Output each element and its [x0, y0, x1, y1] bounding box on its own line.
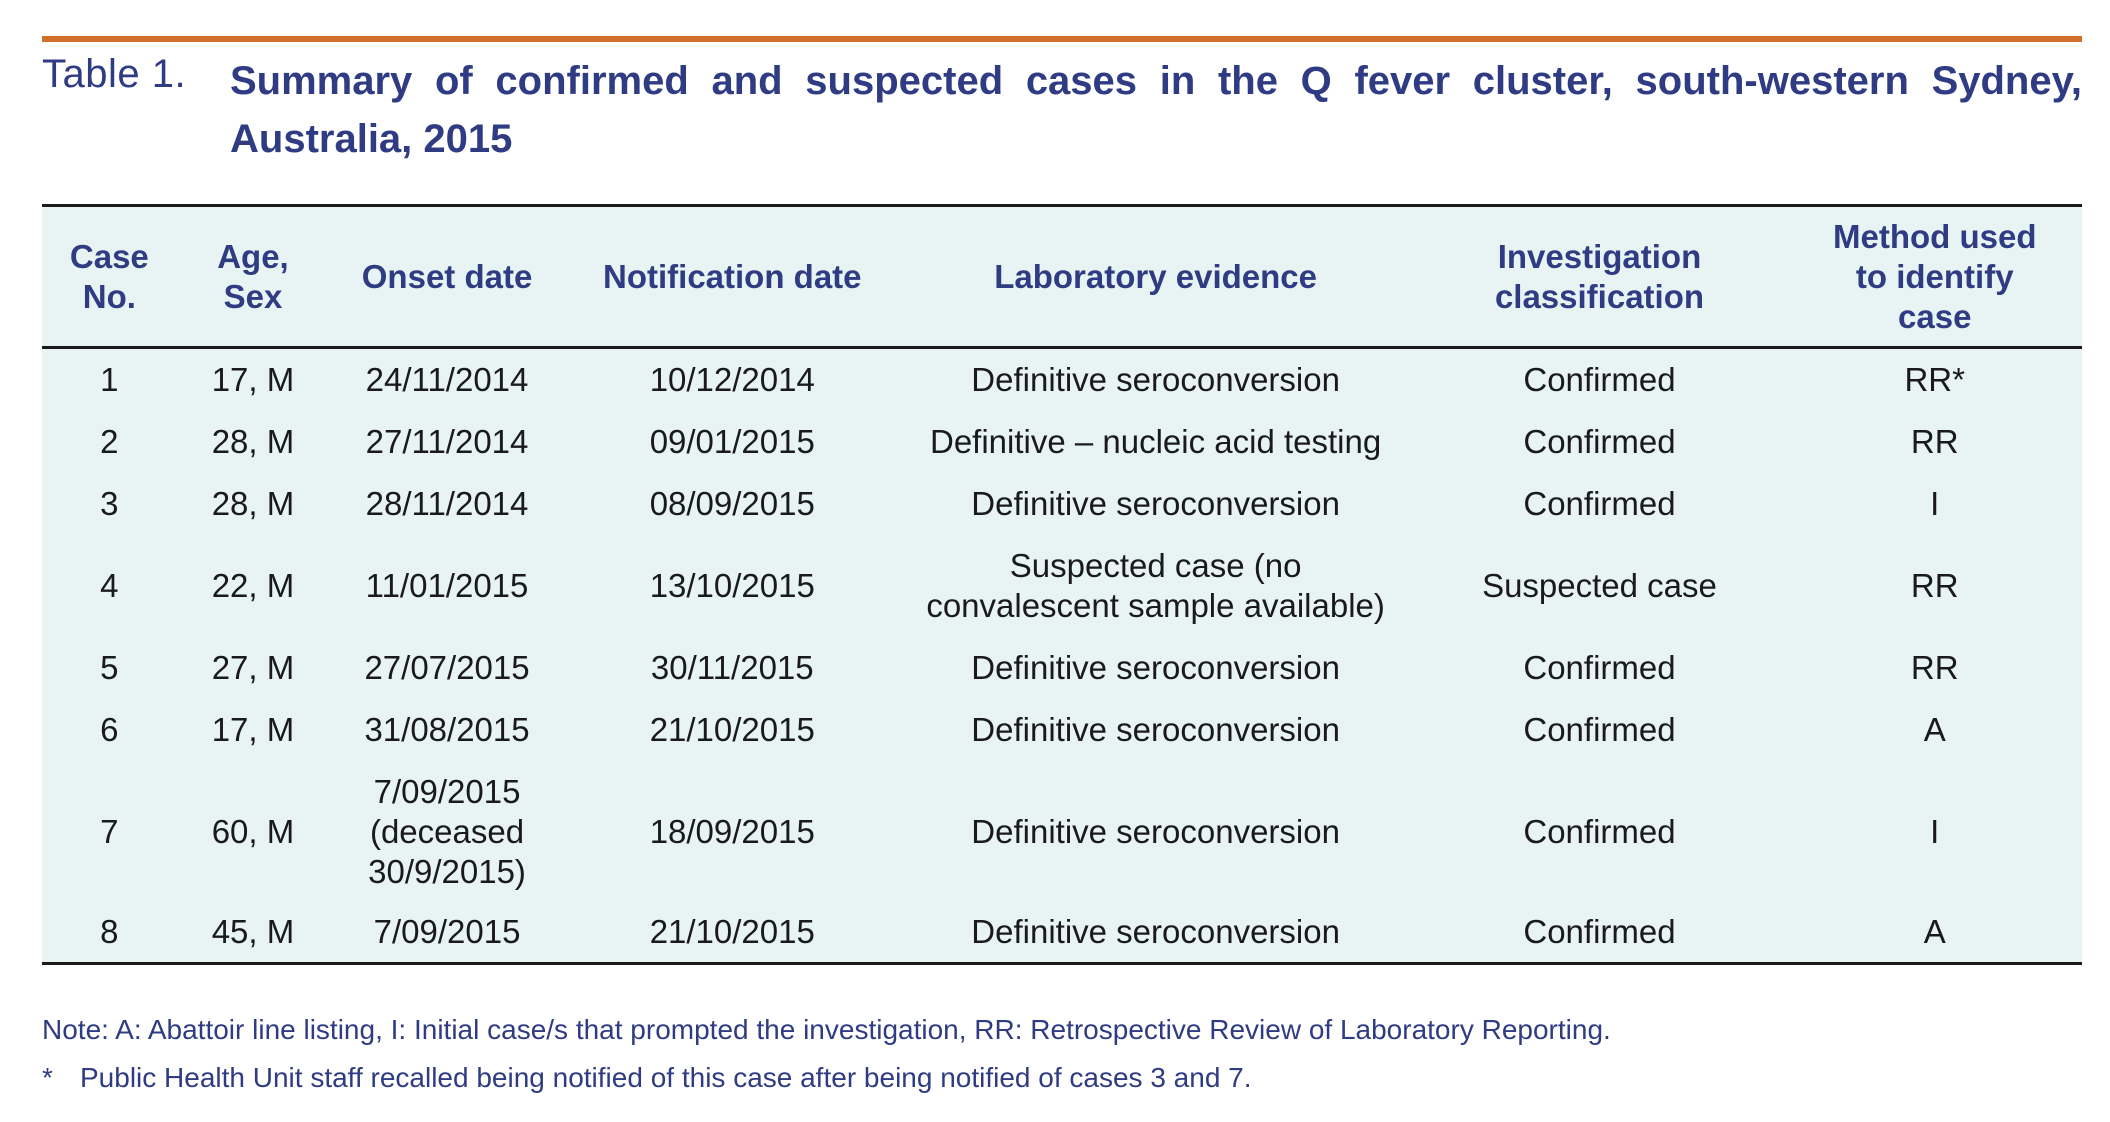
table-row: 3 28, M 28/11/2014 08/09/2015 Definitive… [42, 473, 2082, 535]
table-row: 4 22, M 11/01/2015 13/10/2015 Suspected … [42, 535, 2082, 637]
table-row: 5 27, M 27/07/2015 30/11/2015 Definitive… [42, 637, 2082, 699]
cell-laboratory-evidence: Suspected case (no convalescent sample a… [926, 547, 1385, 624]
table-row: 8 45, M 7/09/2015 21/10/2015 Definitive … [42, 902, 2082, 962]
cell-onset-date: 27/11/2014 [365, 423, 529, 460]
table-row: 6 17, M 31/08/2015 21/10/2015 Definitive… [42, 699, 2082, 761]
cell-classification: Confirmed [1523, 423, 1676, 460]
header-method-used: Method used to identify case [1787, 207, 2082, 349]
cell-case-no: 3 [100, 485, 119, 522]
cell-classification: Suspected case [1482, 567, 1717, 604]
cell-laboratory-evidence: Definitive seroconversion [971, 649, 1340, 686]
cell-laboratory-evidence: Definitive seroconversion [971, 361, 1340, 398]
header-investigation-classification: Investigation classification [1411, 207, 1788, 349]
cell-notification-date: 30/11/2015 [650, 649, 814, 686]
cell-onset-date: 31/08/2015 [364, 711, 530, 748]
cell-notification-date: 13/10/2015 [649, 567, 815, 604]
cell-age-sex: 60, M [211, 812, 295, 850]
cell-age-sex: 27, M [211, 649, 295, 686]
cell-onset-date: 28/11/2014 [365, 485, 529, 522]
cases-table-container: Case No. Age, Sex Onset date Notificatio… [42, 204, 2082, 965]
cell-method: RR* [1904, 361, 1965, 398]
cell-notification-date: 18/09/2015 [649, 812, 815, 850]
top-accent-rule [42, 36, 2082, 42]
cell-notification-date: 21/10/2015 [649, 913, 815, 950]
cell-age-sex: 17, M [211, 361, 295, 398]
cell-case-no: 5 [100, 649, 119, 686]
cell-notification-date: 08/09/2015 [649, 485, 815, 522]
cell-classification: Confirmed [1523, 649, 1676, 686]
table-row: 1 17, M 24/11/2014 10/12/2014 Definitive… [42, 348, 2082, 412]
cell-method: I [1930, 812, 1940, 850]
footnote-text: Public Health Unit staff recalled being … [80, 1062, 1252, 1093]
cell-classification: Confirmed [1523, 711, 1676, 748]
cell-laboratory-evidence: Definitive seroconversion [971, 711, 1340, 748]
cell-method: A [1923, 711, 1946, 748]
cell-method: RR [1910, 567, 1959, 604]
cell-method: A [1923, 913, 1946, 950]
cell-laboratory-evidence: Definitive seroconversion [971, 485, 1340, 522]
cell-laboratory-evidence: Definitive seroconversion [971, 913, 1340, 950]
cell-case-no: 8 [100, 913, 119, 950]
cell-case-no: 6 [100, 711, 119, 748]
cell-laboratory-evidence: Definitive seroconversion [971, 812, 1340, 850]
cases-table: Case No. Age, Sex Onset date Notificatio… [42, 207, 2082, 962]
cell-age-sex: 22, M [211, 567, 295, 604]
cell-classification: Confirmed [1523, 485, 1676, 522]
header-case-no: Case No. [42, 207, 177, 349]
footnote-marker: * [42, 1062, 53, 1093]
cell-case-no: 2 [100, 423, 119, 460]
table-title: Summary of confirmed and suspected cases… [230, 59, 2082, 161]
cell-laboratory-evidence: Definitive – nucleic acid testing [929, 423, 1382, 460]
cell-age-sex: 45, M [211, 913, 295, 950]
header-notification-date: Notification date [564, 207, 900, 349]
cell-age-sex: 28, M [211, 485, 295, 522]
cell-case-no: 4 [100, 567, 119, 604]
header-age-sex: Age, Sex [176, 207, 330, 349]
abbreviation-note: Note: A: Abattoir line listing, I: Initi… [42, 1014, 1611, 1045]
cell-method: RR [1910, 649, 1959, 686]
cell-classification: Confirmed [1523, 913, 1676, 950]
cell-notification-date: 21/10/2015 [649, 711, 815, 748]
footnote: * Public Health Unit staff recalled being… [42, 1062, 1252, 1094]
table-header-row: Case No. Age, Sex Onset date Notificatio… [42, 207, 2082, 349]
table-label: Table 1. [42, 52, 187, 96]
cell-age-sex: 28, M [211, 423, 295, 460]
cell-case-no: 1 [100, 361, 119, 398]
cell-classification: Confirmed [1523, 812, 1676, 850]
cell-onset-date: 7/09/2015 [373, 913, 521, 950]
cell-classification: Confirmed [1523, 361, 1676, 398]
cell-onset-date: 11/01/2015 [365, 567, 529, 604]
cell-method: I [1930, 485, 1940, 522]
cell-notification-date: 10/12/2014 [649, 361, 815, 398]
header-onset-date: Onset date [329, 207, 565, 349]
table-row: 2 28, M 27/11/2014 09/01/2015 Definitive… [42, 411, 2082, 473]
cell-notification-date: 09/01/2015 [649, 423, 815, 460]
cell-method: RR [1910, 423, 1959, 460]
cell-onset-date: 24/11/2014 [365, 361, 529, 398]
table-row: 7 60, M 7/09/2015 (deceased 30/9/2015) 1… [42, 761, 2082, 902]
cell-onset-date: 7/09/2015 (deceased 30/9/2015) [368, 772, 526, 890]
cell-onset-date: 27/07/2015 [364, 649, 530, 686]
cell-age-sex: 17, M [211, 711, 295, 748]
cell-case-no: 7 [100, 812, 119, 850]
header-laboratory-evidence: Laboratory evidence [899, 207, 1412, 349]
